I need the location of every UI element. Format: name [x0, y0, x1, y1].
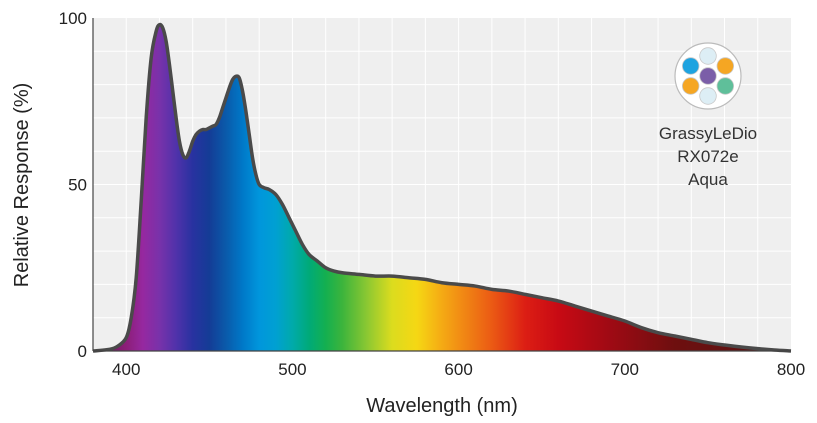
y-tick-label: 50: [68, 176, 87, 195]
y-tick-label: 0: [78, 342, 87, 361]
legend-line-2: RX072e: [677, 147, 738, 166]
x-tick-label: 400: [112, 360, 140, 379]
logo-led-top-right: [716, 57, 735, 75]
x-tick-labels: 400 500 600 700 800: [112, 360, 805, 379]
legend-line-1: GrassyLeDio: [659, 124, 757, 143]
series-layer: [92, 22, 792, 353]
led-logo-icon: [674, 42, 742, 110]
y-tick-labels: 0 50 100: [59, 9, 87, 361]
x-tick-label: 800: [777, 360, 805, 379]
spectrum-fill: [93, 24, 791, 351]
x-axis-title: Wavelength (nm): [366, 395, 518, 417]
logo-led-bottom-left: [681, 77, 700, 95]
x-tick-label: 700: [611, 360, 639, 379]
logo-led-top-left: [681, 57, 700, 75]
axes: [92, 18, 791, 352]
y-axis-title: Relative Response (%): [11, 83, 33, 288]
logo-led-center: [699, 67, 717, 85]
logo-led-bottom: [699, 87, 717, 105]
series-line: [92, 22, 792, 353]
product-legend: GrassyLeDio RX072e Aqua: [659, 42, 757, 189]
logo-led-bottom-right: [716, 77, 735, 95]
x-tick-label: 600: [444, 360, 472, 379]
logo-led-top: [699, 47, 717, 65]
x-tick-label: 500: [278, 360, 306, 379]
legend-line-3: Aqua: [688, 170, 728, 189]
spectrum-area: [93, 24, 791, 351]
y-tick-label: 100: [59, 9, 87, 28]
